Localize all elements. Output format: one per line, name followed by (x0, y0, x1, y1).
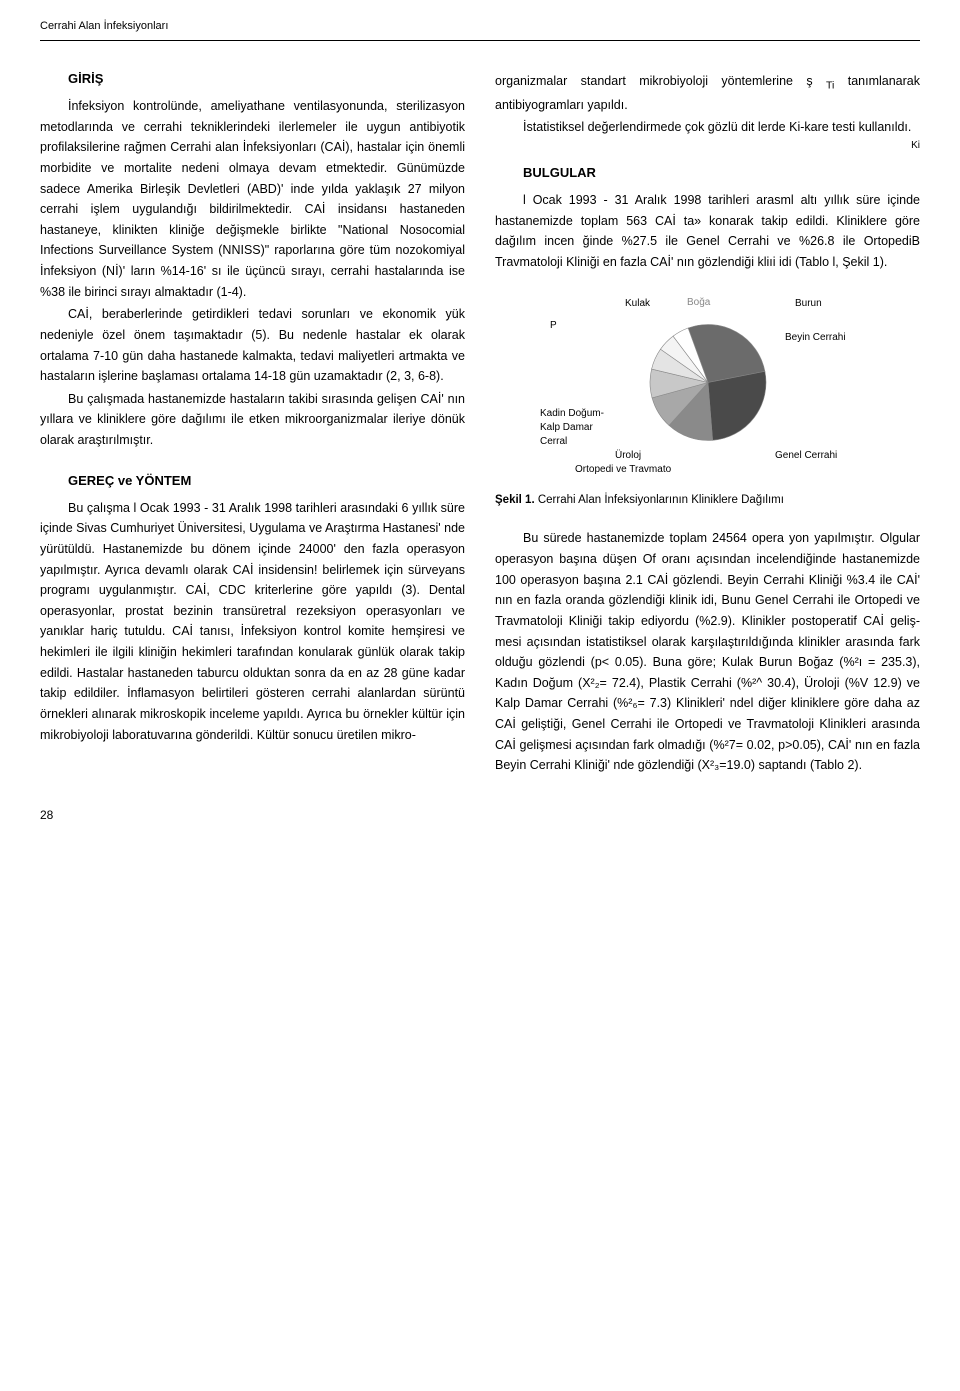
figure-caption-bold: Şekil 1. (495, 494, 535, 506)
ki-mark: Ki (911, 140, 920, 151)
left-column: GİRİŞ İnfeksiyon kontrolünde, ameliyatha… (40, 71, 465, 778)
para-right-3: l Ocak 1993 - 31 Aralık 1998 tarihleri a… (495, 190, 920, 273)
pie-label-boga-faint: Boğa (687, 297, 710, 309)
para-method-1: Bu çalışma l Ocak 1993 - 31 Aralık 1998 … (40, 498, 465, 746)
header-rule (40, 40, 920, 41)
para-intro-2: CAİ, beraberlerinde getirdikleri tedavi … (40, 304, 465, 387)
pie-label-cerral: Cerral (540, 436, 567, 448)
pie-label-kadin: Kadin Doğum- (540, 408, 604, 420)
heading-giris: GİRİŞ (40, 71, 465, 86)
pie-label-kulak: Kulak (625, 298, 650, 310)
para-intro-1: İnfeksiyon kontrolünde, ameliyathane ven… (40, 96, 465, 302)
para-right-2: İstatistiksel değerlendirmede çok gözlü … (495, 117, 920, 138)
pie-label-ortopedi: Ortopedi ve Travmato (575, 464, 671, 476)
right-column: organizmalar standart mikrobiyoloji yönt… (495, 71, 920, 778)
pie-label-kalp: Kalp Damar (540, 422, 593, 434)
pie-label-p: P (550, 320, 557, 332)
two-column-layout: GİRİŞ İnfeksiyon kontrolünde, ameliyatha… (40, 71, 920, 778)
pie-chart (643, 318, 773, 453)
para-right-1: organizmalar standart mikrobiyoloji yönt… (495, 71, 920, 115)
para-right-1a: organizmalar standart mikrobiyoloji yönt… (495, 74, 826, 88)
running-title: Cerrahi Alan İnfeksiyonları (40, 20, 920, 32)
pie-chart-svg (643, 318, 773, 448)
heading-bulgular: BULGULAR (495, 165, 920, 180)
pie-label-genel: Genel Cerrahi (775, 450, 837, 462)
heading-gerec: GEREÇ ve YÖNTEM (40, 473, 465, 488)
page-number: 28 (40, 808, 920, 822)
figure-caption: Şekil 1. Cerrahi Alan İnfeksiyonlarının … (495, 494, 920, 506)
pie-label-uroloj: Üroloj (615, 450, 641, 462)
para-right-4: Bu sürede hastanemizde toplam 24564 oper… (495, 528, 920, 776)
pie-chart-figure: Kulak Boğa Burun P Beyin Cerrahi Kadin D… (495, 290, 920, 480)
pie-label-burun: Burun (795, 298, 822, 310)
figure-caption-text: Cerrahi Alan İnfeksiyonlarının Klinikler… (535, 494, 784, 506)
pie-label-beyin: Beyin Cerrahi (785, 332, 846, 344)
para-intro-3: Bu çalışmada hastanemizde hastaların tak… (40, 389, 465, 451)
